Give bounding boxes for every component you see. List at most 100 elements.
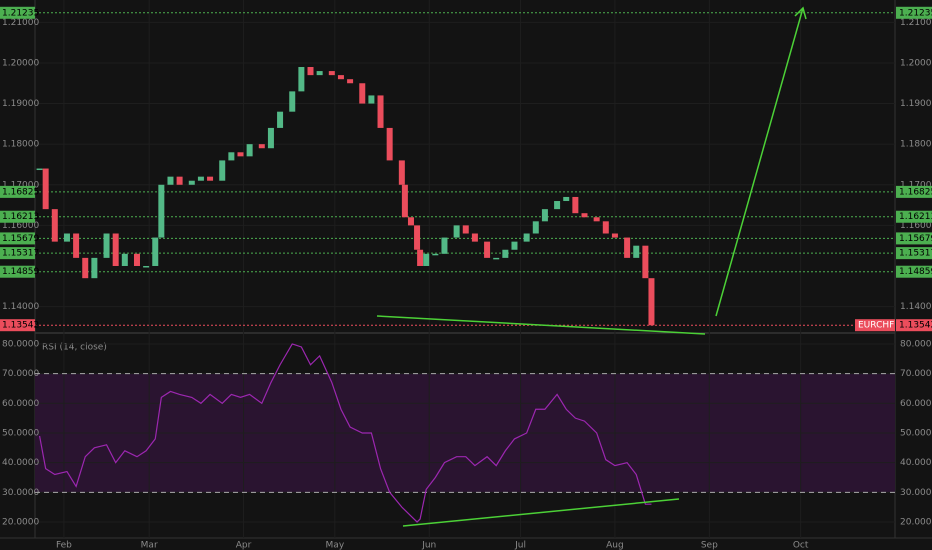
y-tick-label: 60.0000 (900, 399, 932, 409)
symbol-label: EURCHF (858, 321, 894, 331)
candle-body (82, 257, 89, 279)
candle-body (167, 176, 174, 185)
y-tick-label: 50.0000 (2, 428, 39, 438)
x-tick-label: Jul (514, 541, 526, 550)
price-level-tag (896, 185, 932, 198)
candle-body (267, 127, 274, 149)
last-price-label: 1.13542 (899, 321, 932, 331)
candle-body (377, 95, 384, 128)
candle-body (493, 257, 500, 260)
candle-body (502, 249, 509, 258)
candle-body (401, 184, 408, 218)
price-level-tag (0, 210, 35, 223)
candle-body (237, 152, 244, 157)
candle-body (298, 67, 305, 92)
price-level-tag (896, 247, 932, 260)
x-tick-label: Jun (421, 541, 436, 550)
price-level-label: 1.15317 (899, 249, 932, 259)
candle-body (228, 152, 235, 161)
candle-body (648, 278, 655, 326)
candle-body (42, 168, 49, 210)
price-level-label: 1.15317 (2, 249, 39, 259)
y-tick-label: 50.0000 (900, 428, 932, 438)
y-tick-label: 40.0000 (2, 458, 39, 468)
candle-body (414, 225, 421, 250)
candle-body (407, 217, 414, 226)
candle-body (441, 237, 448, 254)
candle-body (158, 184, 165, 238)
y-tick-label: 1.17000 (2, 180, 39, 190)
y-tick-label: 1.21000 (900, 18, 932, 28)
x-tick-label: Oct (793, 541, 809, 550)
candle-body (258, 144, 265, 149)
price-level-tag (0, 185, 35, 198)
candle-body (532, 221, 539, 234)
candle-body (277, 111, 284, 128)
price-level-label: 1.16825 (899, 187, 932, 197)
candle-body (143, 265, 150, 268)
candle-body (523, 233, 530, 242)
price-level-label: 1.21235 (2, 8, 39, 18)
candle-body (541, 209, 548, 222)
price-level-label: 1.14859 (899, 267, 932, 277)
y-tick-label: 80.0000 (900, 339, 932, 349)
candle-body (207, 176, 214, 181)
y-tick-label: 1.16000 (900, 221, 932, 231)
candle-body (103, 233, 110, 258)
candle-body (197, 176, 204, 181)
symbol-tag (855, 319, 895, 332)
candle-body (554, 201, 561, 210)
last-price-tag (0, 319, 35, 332)
arrow-head (794, 6, 807, 20)
candle-body (484, 241, 491, 258)
price-level-tag (0, 247, 35, 260)
price-level-tag (0, 265, 35, 278)
candle-body (328, 71, 335, 76)
candle-body (337, 75, 344, 80)
y-tick-label: 1.21000 (2, 18, 39, 28)
price-level-label: 1.15679 (899, 234, 932, 244)
y-tick-label: 1.20000 (900, 58, 932, 68)
trend-drawing (402, 498, 680, 527)
candle-body (112, 233, 119, 266)
y-tick-label: 30.0000 (900, 488, 932, 498)
candle-body (471, 233, 478, 242)
candle-body (91, 257, 98, 279)
y-tick-label: 20.0000 (900, 517, 932, 527)
candle-body (386, 127, 393, 161)
y-tick-label: 1.17000 (900, 180, 932, 190)
x-tick-label: Feb (56, 541, 72, 550)
price-level-label: 1.16825 (2, 187, 39, 197)
y-tick-label: 60.0000 (2, 399, 39, 409)
last-price-label: 1.13542 (2, 321, 39, 331)
y-tick-label: 70.0000 (2, 369, 39, 379)
trend-drawing (715, 7, 804, 317)
rsi-title: RSI (14, close) (42, 343, 107, 353)
candle-body (611, 233, 618, 238)
y-tick-label: 20.0000 (2, 517, 39, 527)
trend-drawing (376, 315, 706, 335)
candle-body (219, 160, 226, 181)
x-tick-label: May (326, 541, 345, 550)
last-price-tag (896, 319, 932, 332)
candle-body (602, 221, 609, 234)
candle-body (398, 160, 405, 185)
candle-body (176, 176, 183, 185)
price-level-label: 1.15679 (2, 234, 39, 244)
y-tick-label: 30.0000 (2, 488, 39, 498)
candle-body (73, 233, 80, 258)
candle-body (63, 233, 70, 242)
candle-body (289, 91, 296, 112)
y-tick-label: 1.14000 (900, 302, 932, 312)
price-level-label: 1.16213 (899, 212, 932, 222)
x-tick-label: Apr (236, 541, 252, 550)
x-tick-label: Mar (141, 541, 158, 550)
candle-body (624, 237, 631, 258)
candle-body (642, 245, 649, 279)
candle-body (633, 245, 640, 258)
candle-body (359, 83, 366, 104)
price-level-label: 1.14859 (2, 267, 39, 277)
candle-body (432, 253, 439, 256)
